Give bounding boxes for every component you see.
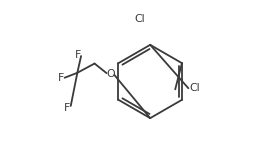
Text: F: F — [75, 50, 81, 59]
Text: F: F — [58, 73, 64, 83]
Text: O: O — [106, 69, 115, 79]
Text: F: F — [64, 103, 70, 113]
Text: Cl: Cl — [190, 83, 200, 93]
Text: Cl: Cl — [134, 14, 145, 24]
